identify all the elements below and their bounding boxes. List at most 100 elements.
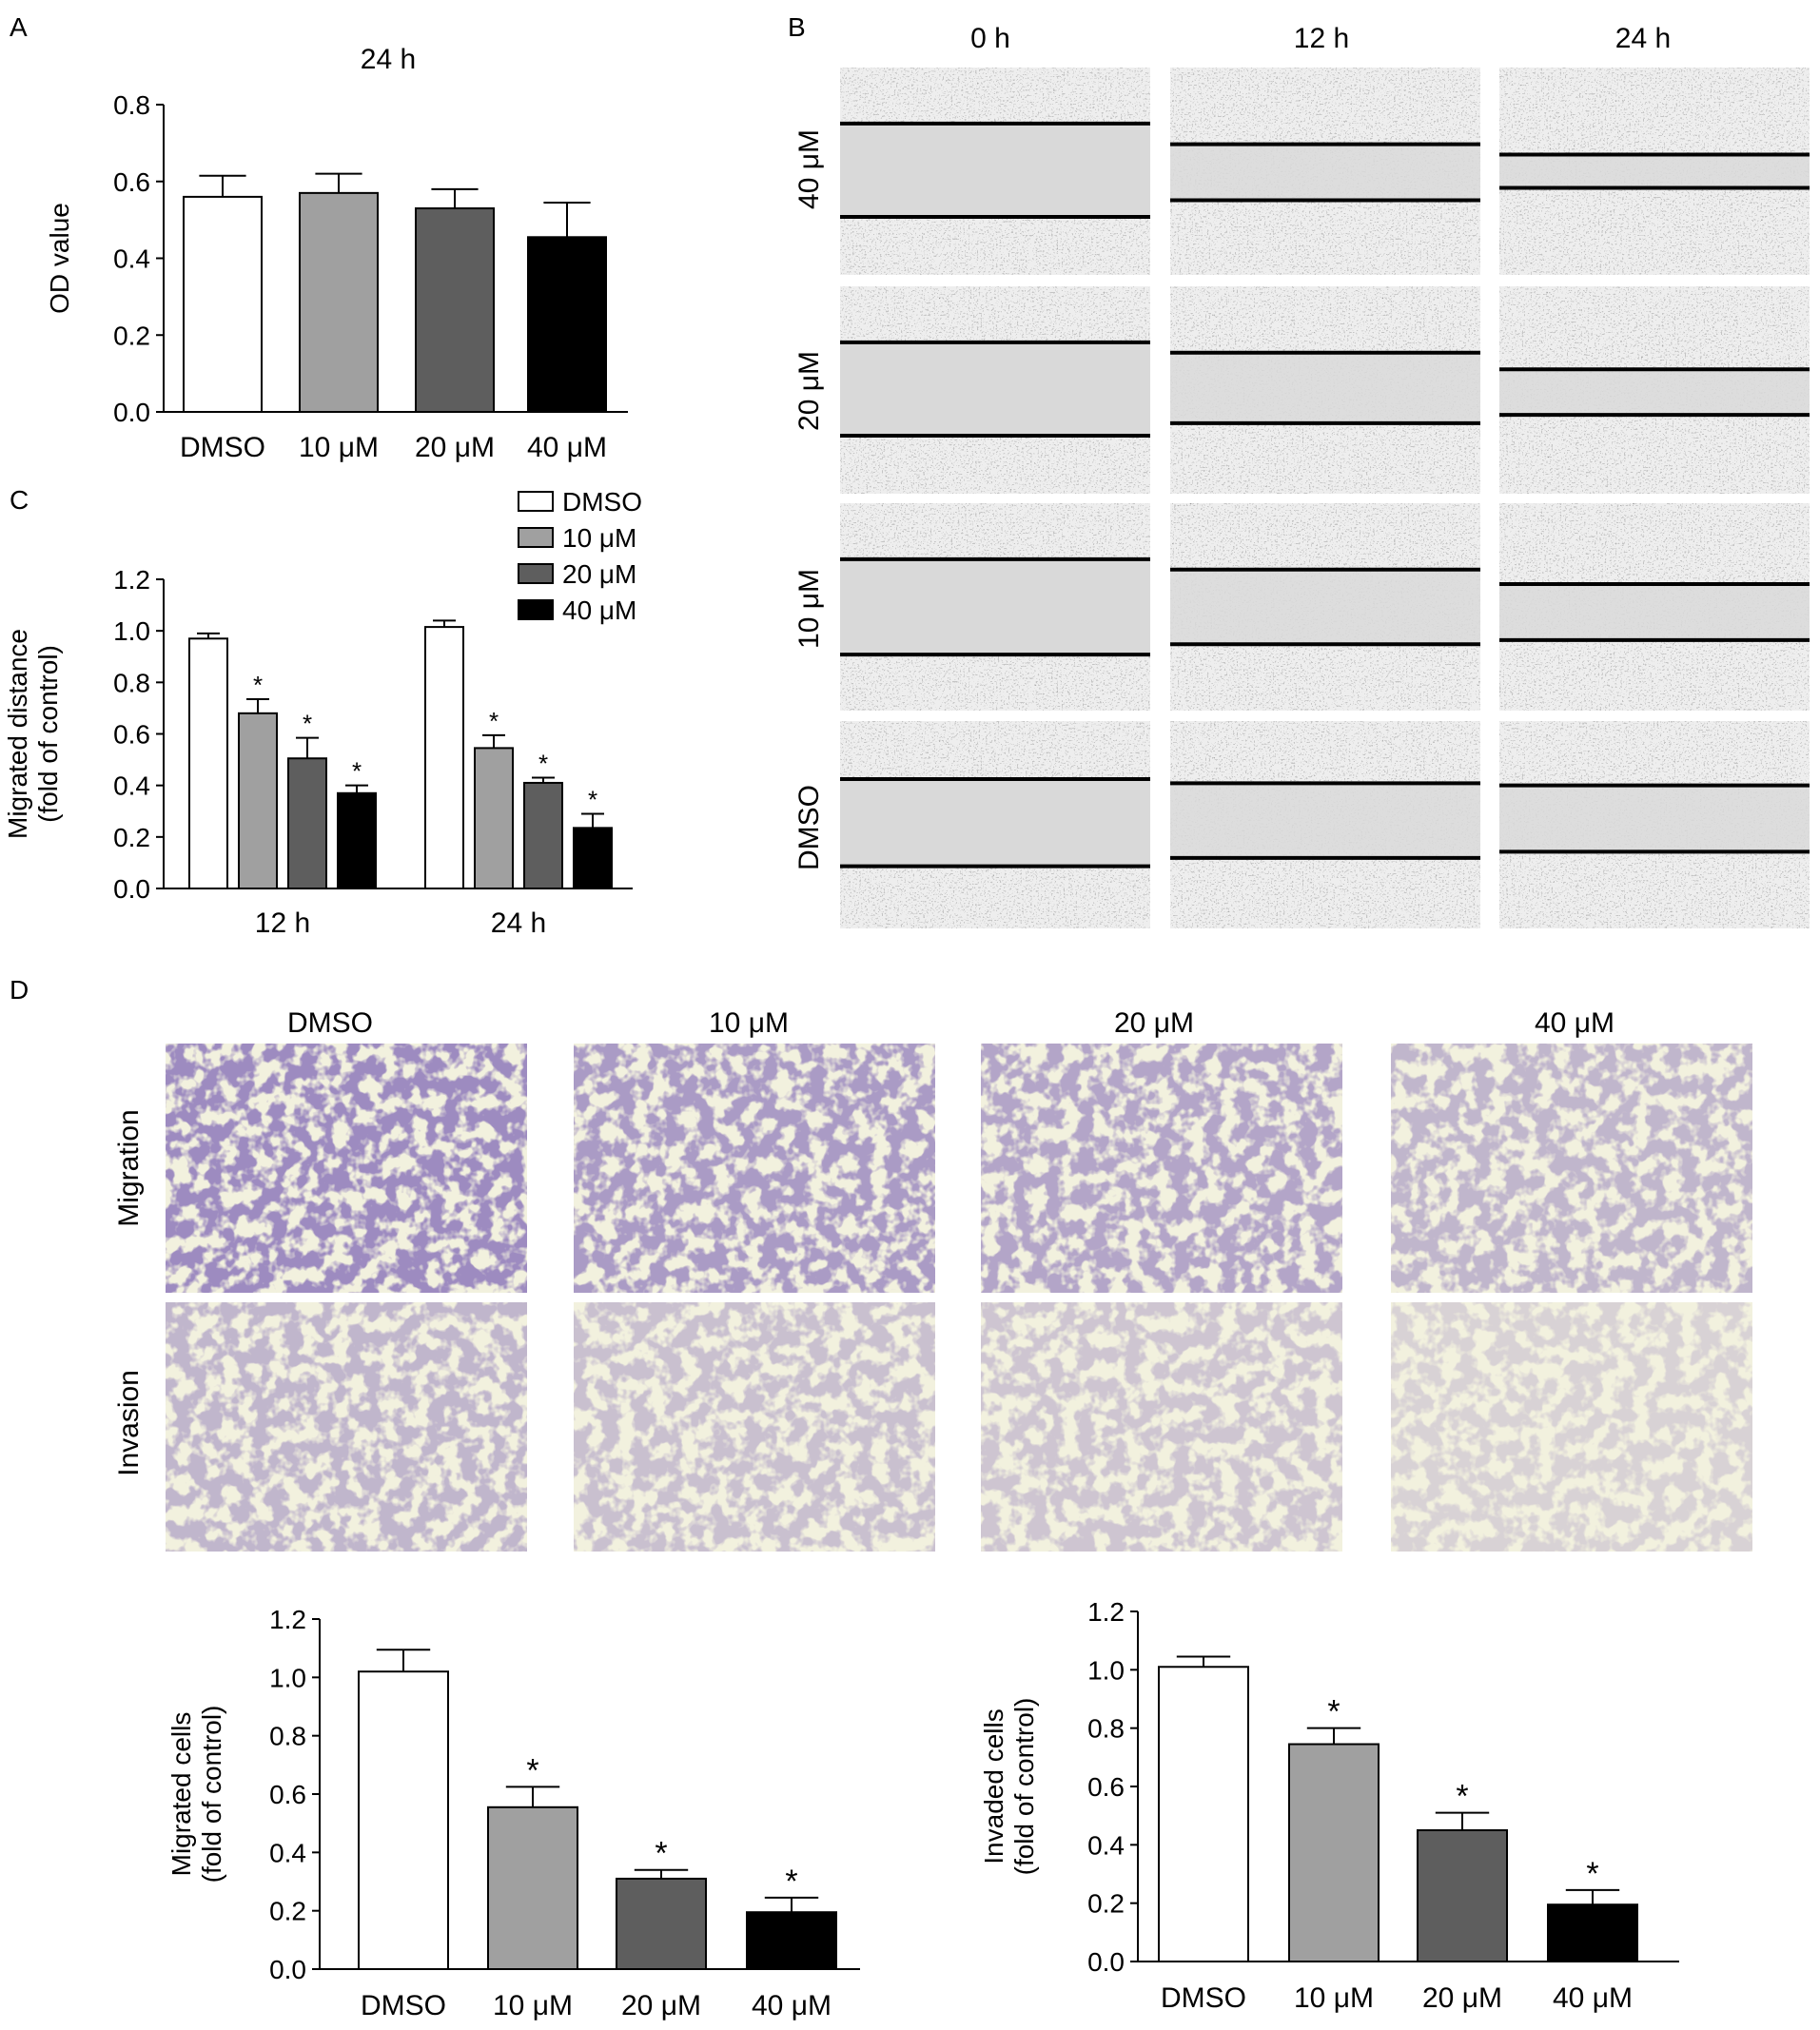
chart-d2-bar-0	[1158, 1666, 1249, 1963]
panel-b-row-20uM: 20 μM	[793, 351, 825, 431]
stain-image-r0-c2	[981, 1044, 1342, 1293]
phase-image-r0-c0	[840, 68, 1150, 275]
chart-a-bar-2	[415, 207, 495, 413]
chart-c-legend-swatch-0	[518, 491, 554, 512]
chart-d1-ytick-label-4: 0.8	[269, 1722, 306, 1751]
panel-d-row-migration: Migration	[113, 1109, 145, 1226]
chart-c-bar-s3-c1	[573, 827, 613, 890]
chart-c-bar-s1-c0	[238, 712, 278, 889]
chart-d1-ylabel-0: Migrated cells	[166, 1712, 196, 1877]
chart-c-legend-label-1: 10 μM	[562, 523, 636, 553]
chart-a-ytick-label-2: 0.4	[113, 244, 150, 274]
chart-a-ylabel-0: OD value	[45, 203, 74, 314]
stain-image-r0-c2-cells	[981, 1044, 1342, 1293]
chart-d2-bar-3-significance: *	[1586, 1856, 1598, 1892]
chart-c-xtick-label-0: 12 h	[255, 908, 310, 939]
chart-d2-bar-2	[1417, 1829, 1508, 1962]
chart-d2-ytick-label-1: 0.2	[1087, 1889, 1125, 1919]
chart-d1-ylabel-1: (fold of control)	[197, 1706, 226, 1884]
chart-d2-ytick-label-6: 1.2	[1087, 1597, 1125, 1627]
chart-c-ylabel-1: (fold of control)	[33, 645, 63, 823]
panel-b-column-12h: 12 h	[1294, 23, 1349, 54]
chart-a-bar-0	[183, 195, 263, 413]
chart-a-ytick-label-4: 0.8	[113, 90, 150, 120]
chart-d2-ylabel-1: (fold of control)	[1009, 1698, 1039, 1876]
panel-letter-c: C	[10, 485, 29, 515]
chart-c-bar-s2-c0-significance: *	[303, 710, 312, 738]
chart-a-ytick-label-3: 0.6	[113, 167, 150, 197]
chart-c-bar-s1-c1	[474, 747, 514, 889]
phase-image-r2-c0-wound-gap	[840, 558, 1150, 655]
chart-c-bar-s3-c1-significance: *	[588, 785, 597, 813]
chart-d1-ytick-label-3: 0.6	[269, 1780, 306, 1809]
chart-a-title: 24 h	[361, 44, 416, 75]
chart-d2-ylabel-0: Invaded cells	[979, 1708, 1008, 1864]
phase-image-r1-c1-wound-gap	[1170, 352, 1480, 423]
chart-d1-xtick-label-0: DMSO	[361, 1990, 446, 2021]
chart-c-bar-s2-c1	[523, 781, 563, 889]
phase-image-r1-c1	[1170, 286, 1480, 494]
chart-a-xtick-label-0: DMSO	[180, 432, 265, 463]
panel-d-micrographs: DMSO 10 μM 20 μM 40 μM Migration Invasio…	[113, 1007, 1752, 1552]
chart-c-legend-label-0: DMSO	[562, 487, 642, 517]
chart-d1-bar-2-significance: *	[655, 1836, 667, 1872]
panel-d-column-20uM: 20 μM	[1114, 1007, 1194, 1039]
chart-d2-bar-3	[1547, 1903, 1638, 1962]
chart-a-bar-1	[299, 191, 379, 413]
chart-d2-xtick-label-2: 20 μM	[1422, 1982, 1502, 2014]
panel-d-column-dmso: DMSO	[287, 1007, 373, 1039]
stain-image-r0-c3	[1391, 1044, 1752, 1293]
panel-b-column-24h: 24 h	[1615, 23, 1671, 54]
chart-a-xtick-label-1: 10 μM	[299, 432, 379, 463]
chart-a-ytick-label-1: 0.2	[113, 321, 150, 350]
panel-b-row-dmso: DMSO	[793, 785, 825, 870]
chart-d1-ytick-label-2: 0.4	[269, 1838, 306, 1867]
phase-image-r0-c0-wound-gap	[840, 123, 1150, 217]
chart-a-ytick-label-0: 0.0	[113, 398, 150, 427]
chart-c-ytick-label-0: 0.0	[113, 874, 150, 904]
panel-letter-d: D	[10, 975, 29, 1005]
panel-b-micrographs: 0 h 12 h 24 h 40 μM 20 μM 10 μM DMSO	[793, 23, 1810, 928]
panel-b-column-0h: 0 h	[970, 23, 1010, 54]
chart-d2-bar-2-significance: *	[1456, 1779, 1468, 1815]
chart-d-migrated-cells: 0.0 0.2 0.4 0.6 0.8 1.0 1.2 Migrated cells (fold…	[166, 1605, 860, 2021]
chart-d1-xtick-label-1: 10 μM	[493, 1990, 573, 2021]
stain-image-r1-c1	[574, 1302, 935, 1552]
chart-c-ytick-label-3: 0.6	[113, 720, 150, 750]
chart-d1-bar-3	[746, 1911, 837, 1970]
stain-image-r0-c1	[574, 1044, 935, 1293]
stain-image-r1-c3	[1391, 1302, 1752, 1552]
phase-image-r0-c1	[1170, 68, 1480, 275]
stain-image-r1-c3-cells	[1391, 1302, 1752, 1552]
phase-image-r2-c1-wound-gap	[1170, 569, 1480, 645]
panel-letter-b: B	[788, 12, 806, 42]
stain-image-r1-c0	[166, 1302, 527, 1552]
chart-d2-ytick-label-3: 0.6	[1087, 1772, 1125, 1802]
chart-d-invaded-cells: 0.0 0.2 0.4 0.6 0.8 1.0 1.2 Invaded cells (fold …	[979, 1597, 1679, 2014]
phase-image-r0-c1-wound-gap	[1170, 144, 1480, 201]
chart-d1-ytick-label-6: 1.2	[269, 1605, 306, 1634]
chart-d2-ytick-label-5: 1.0	[1087, 1655, 1125, 1685]
chart-a-od-value: 0.0 0.2 0.4 0.6 0.8 OD value 24 h DMSO 10 μM 20 μ…	[45, 44, 628, 463]
phase-image-r0-c2	[1499, 68, 1810, 275]
chart-d1-xtick-label-3: 40 μM	[752, 1990, 832, 2021]
phase-image-r3-c0	[840, 721, 1150, 928]
stain-image-r0-c1-cells	[574, 1044, 935, 1293]
panel-letter-a: A	[10, 12, 28, 42]
phase-image-r2-c1	[1170, 503, 1480, 711]
stain-image-r0-c0	[166, 1044, 527, 1293]
phase-image-r1-c2	[1499, 286, 1810, 494]
stain-image-r1-c1-cells	[574, 1302, 935, 1552]
chart-d2-ytick-label-2: 0.4	[1087, 1830, 1125, 1860]
chart-c-bar-s3-c0	[337, 791, 377, 890]
chart-a-xtick-label-3: 40 μM	[527, 432, 607, 463]
chart-c-ytick-label-4: 0.8	[113, 668, 150, 697]
chart-c-legend-swatch-2	[518, 563, 554, 584]
stain-image-r0-c0-cells	[166, 1044, 527, 1293]
phase-image-r3-c1-wound-gap	[1170, 783, 1480, 858]
chart-d2-ytick-label-4: 0.8	[1087, 1714, 1125, 1744]
stain-image-r1-c2	[981, 1302, 1342, 1552]
phase-image-r1-c0	[840, 286, 1150, 494]
chart-a-bar-3	[527, 236, 607, 413]
chart-d1-xtick-label-2: 20 μM	[621, 1990, 701, 2021]
